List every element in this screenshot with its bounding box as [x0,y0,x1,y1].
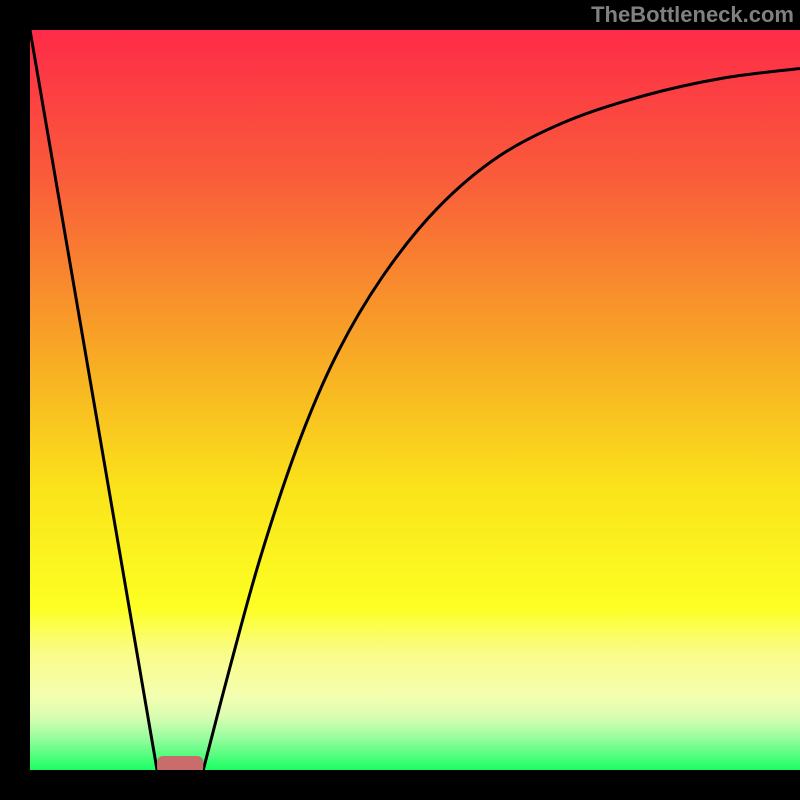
plot-area [30,30,800,770]
chart-container: TheBottleneck.com [0,0,800,800]
bottleneck-curve [30,30,800,770]
watermark-text: TheBottleneck.com [591,2,794,28]
minimum-marker [157,756,203,770]
chart-svg [30,30,800,770]
